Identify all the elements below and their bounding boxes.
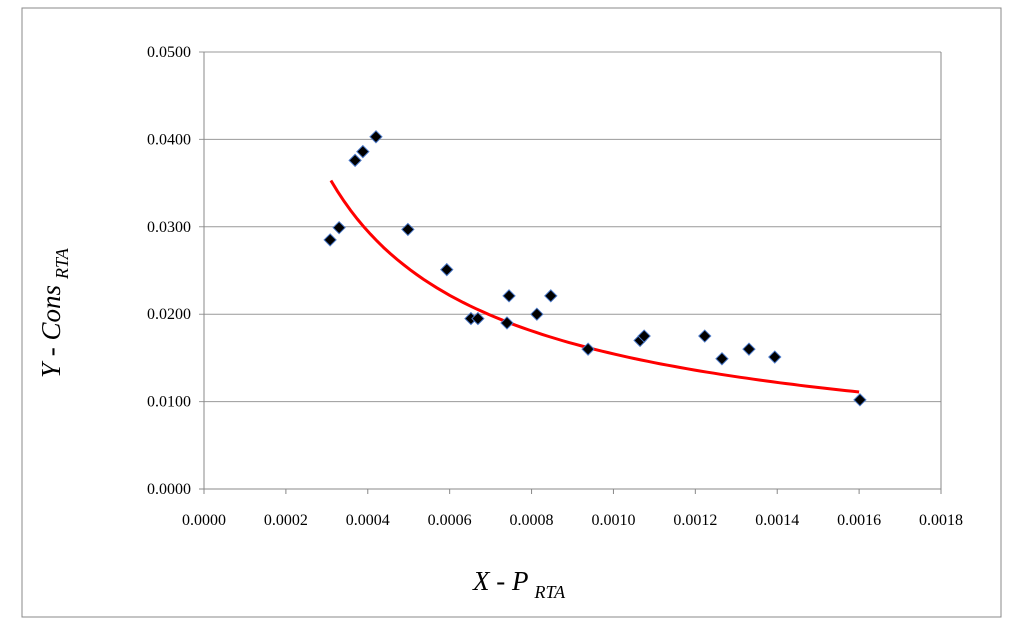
y-tick-label: 0.0300	[147, 219, 191, 236]
x-tick-label: 0.0016	[837, 512, 881, 529]
data-point	[698, 329, 712, 343]
data-point	[356, 144, 370, 159]
x-tick-label: 0.0004	[346, 512, 390, 529]
x-tick-label: 0.0014	[755, 512, 799, 529]
data-point	[530, 307, 544, 321]
data-point	[440, 262, 454, 277]
x-tick-label: 0.0012	[673, 512, 717, 529]
data-point	[323, 233, 337, 247]
data-point	[581, 342, 595, 356]
x-axis-label: X - P RTA	[472, 566, 566, 602]
y-axis-label: Y - ConsRTA	[36, 247, 72, 378]
data-point	[369, 130, 383, 144]
data-point	[544, 289, 558, 303]
y-tick-label: 0.0200	[147, 306, 191, 323]
data-point	[502, 289, 516, 303]
x-tick-label: 0.0002	[264, 512, 308, 529]
y-tick-label: 0.0000	[147, 481, 191, 498]
x-tick-label: 0.0008	[510, 512, 554, 529]
data-point	[500, 316, 514, 330]
x-tick-label: 0.0006	[428, 512, 472, 529]
y-tick-label: 0.0500	[147, 44, 191, 61]
data-point	[768, 350, 782, 364]
y-tick-label: 0.0100	[147, 394, 191, 411]
chart-frame	[21, 7, 1002, 618]
data-point	[332, 220, 346, 235]
data-point	[401, 222, 415, 237]
data-point	[348, 153, 362, 168]
x-tick-label: 0.0010	[591, 512, 635, 529]
x-tick-label: 0.0000	[182, 512, 226, 529]
x-tick-label: 0.0018	[919, 512, 963, 529]
data-point	[853, 393, 867, 407]
data-point	[742, 342, 756, 356]
y-tick-label: 0.0400	[147, 131, 191, 148]
data-point	[471, 311, 485, 326]
data-point	[637, 329, 651, 343]
trendline	[329, 179, 860, 394]
data-point	[715, 352, 729, 366]
